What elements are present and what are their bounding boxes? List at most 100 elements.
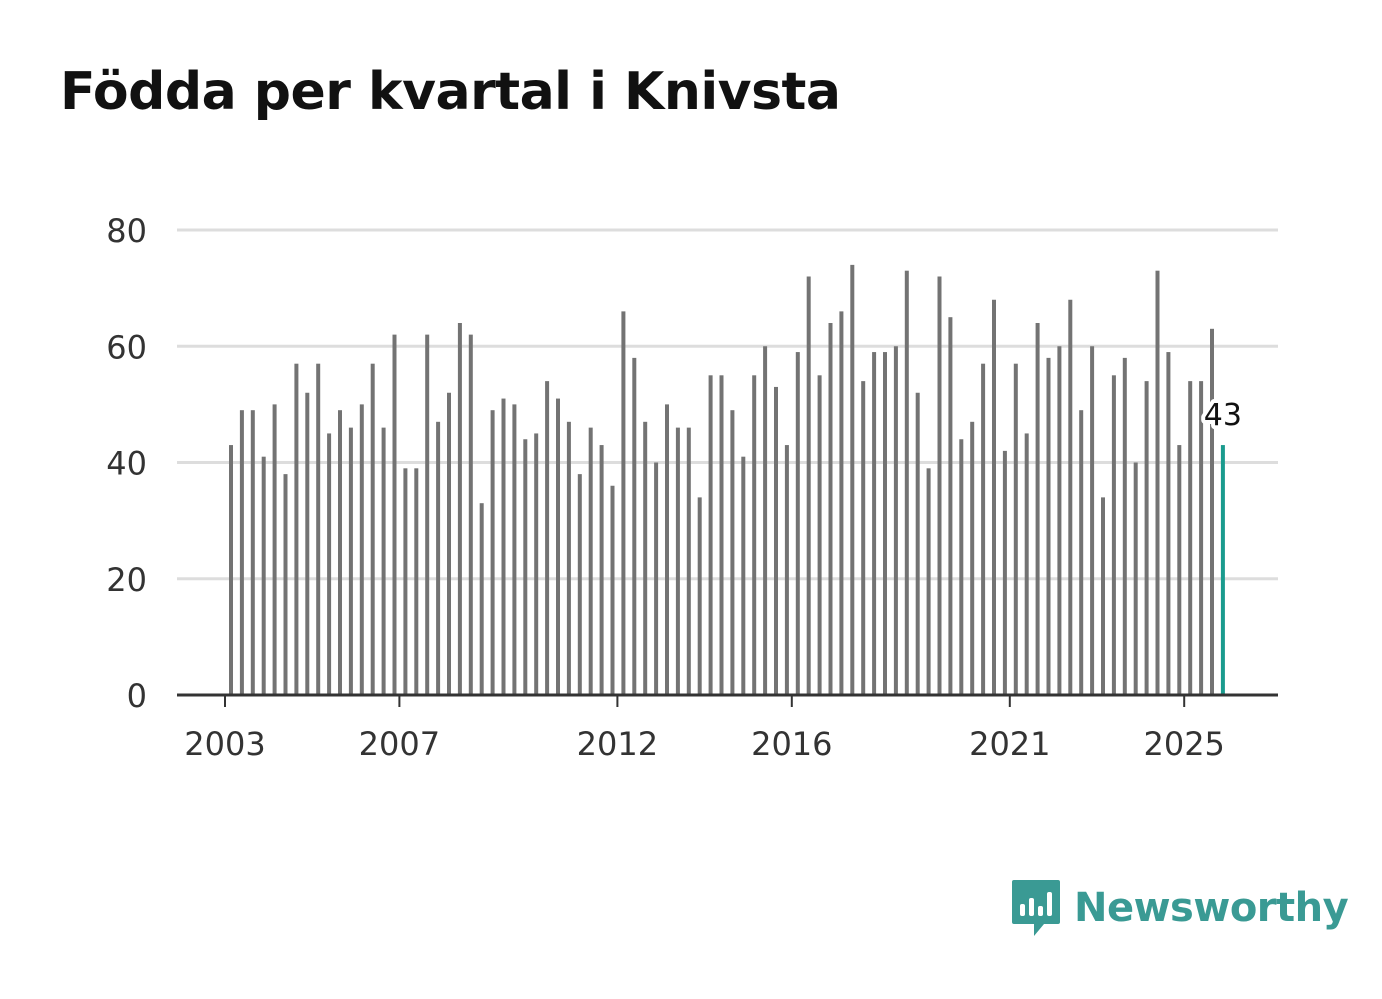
bar (599, 445, 604, 695)
bar (261, 456, 266, 695)
bar (1122, 357, 1127, 695)
bar (992, 299, 996, 695)
bar (1210, 328, 1214, 695)
bar (1013, 363, 1018, 695)
bar (283, 474, 288, 695)
bar (850, 264, 855, 695)
y-tick-label: 60 (106, 328, 147, 366)
bar (1111, 375, 1116, 695)
y-tick-label: 0 (127, 677, 147, 715)
bar (392, 334, 397, 695)
bar (359, 404, 364, 695)
x-tick-label: 2003 (184, 725, 265, 763)
bar (632, 357, 637, 695)
bar (610, 485, 615, 695)
bar (872, 352, 877, 695)
bar (719, 375, 724, 695)
bar (806, 276, 811, 695)
bar (1101, 497, 1105, 695)
bar (545, 381, 550, 695)
bar (229, 445, 233, 695)
bar (839, 311, 844, 695)
bar (763, 346, 768, 695)
bar (447, 392, 451, 695)
bar (566, 421, 571, 695)
bar (348, 427, 353, 695)
bar (1057, 346, 1062, 695)
bar (250, 410, 255, 695)
bar (893, 346, 898, 695)
bar (414, 468, 419, 695)
bar (338, 410, 342, 695)
bar (981, 363, 986, 695)
bar (970, 421, 975, 695)
bars (229, 264, 1225, 695)
bar (675, 427, 680, 695)
bar (795, 352, 800, 695)
x-tick-label: 2016 (751, 725, 832, 763)
bar (556, 398, 560, 695)
x-tick-label: 2007 (359, 725, 440, 763)
bar (1079, 410, 1084, 695)
bar (1024, 433, 1029, 695)
bar (239, 410, 244, 695)
bar (588, 427, 593, 695)
bar (730, 410, 735, 695)
bar (425, 334, 430, 695)
bar (817, 375, 822, 695)
x-tick-label: 2025 (1143, 725, 1224, 763)
bar (665, 404, 669, 695)
bar (708, 375, 713, 695)
bar (490, 410, 495, 695)
bar (272, 404, 277, 695)
bar (1166, 352, 1171, 695)
x-tick-label: 2012 (577, 725, 658, 763)
bar (305, 392, 310, 695)
bar (1155, 270, 1160, 695)
bar (294, 363, 299, 695)
bar (1068, 299, 1073, 695)
highlight-value-label: 43 (1204, 398, 1242, 433)
bar (436, 421, 441, 695)
bar (784, 445, 789, 695)
page-title: Födda per kvartal i Knivsta (60, 62, 841, 122)
bar (959, 439, 964, 695)
bar (904, 270, 909, 695)
bar (1035, 323, 1040, 695)
bar (741, 456, 746, 695)
bar (327, 433, 332, 695)
y-tick-label: 20 (106, 561, 147, 599)
bar (523, 439, 528, 695)
bar (370, 363, 375, 695)
bar (948, 317, 953, 695)
bar-highlight (1220, 445, 1225, 695)
bar (697, 497, 702, 695)
bar (926, 468, 931, 695)
bar (457, 323, 462, 695)
x-tick-label: 2021 (969, 725, 1050, 763)
brand-name: Newsworthy (1074, 885, 1349, 931)
bar (577, 474, 582, 695)
bar (1133, 462, 1138, 695)
bar (621, 311, 626, 695)
y-tick-label: 80 (106, 212, 147, 250)
bar (512, 404, 517, 695)
bar (1090, 346, 1095, 695)
bar (468, 334, 473, 695)
bar (1177, 445, 1182, 695)
bar (1199, 381, 1204, 695)
bar (1002, 450, 1007, 695)
bar (937, 276, 942, 695)
bar (534, 433, 539, 695)
bar (403, 468, 408, 695)
y-tick-label: 40 (106, 445, 147, 483)
bar (1144, 381, 1149, 695)
bar (915, 392, 920, 695)
bar (381, 427, 386, 695)
bar (479, 503, 484, 695)
newsworthy-logo[interactable]: Newsworthy (1010, 878, 1349, 938)
newsworthy-logo-icon (1012, 880, 1060, 936)
bar (654, 462, 659, 695)
x-axis: 2003 2007 2012 2016 2021 2025 (177, 693, 1278, 763)
